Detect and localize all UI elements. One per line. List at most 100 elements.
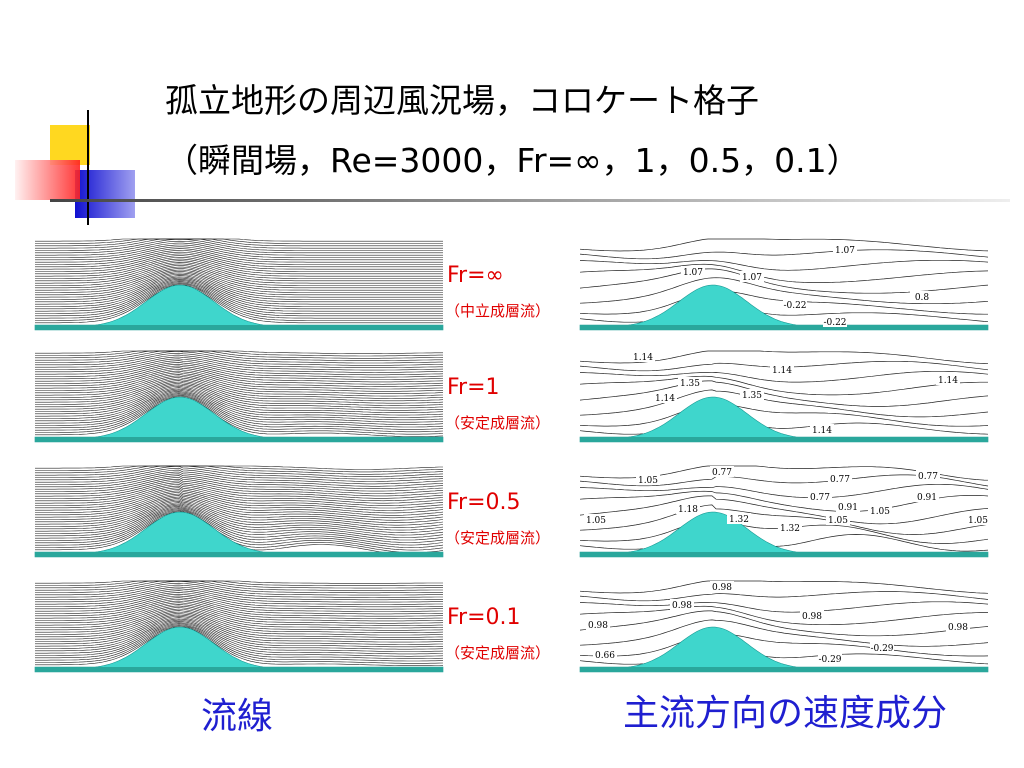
streamline [35,238,443,242]
contour-label-bg [936,374,960,385]
contour-label: 1.07 [742,273,762,283]
streamline [35,283,443,319]
streamline [35,367,444,385]
contour-label: 1.05 [586,516,606,526]
streamline [35,502,444,533]
streamline [35,392,444,425]
contour-label: 0.98 [802,612,822,622]
contour-line [579,580,989,594]
contour-label-bg [740,389,764,400]
contour-label: 1.35 [742,391,762,401]
contour-label-bg [800,610,824,621]
streamline [35,273,443,300]
streamline [35,350,443,364]
streamline [35,580,443,594]
streamline [35,500,444,531]
streamline [35,607,444,629]
panel [35,238,443,330]
streamline [35,586,443,601]
streamline [35,623,444,657]
contour-label: 0.98 [712,583,732,593]
streamline [35,377,444,399]
streamline [35,477,444,494]
panels: Fr=∞ （中立成層流） 1.07 1.07 1.07 -0.22 0.8 -0.22 Fr=1… [34,238,990,673]
contour-line [579,389,989,418]
contour-label-bg [676,503,700,514]
contour-label-bg [916,470,940,481]
contour-label: 1.07 [835,246,855,256]
contour-label: 0.77 [918,472,938,482]
streamline [35,352,444,366]
contour-label-bg [586,619,610,630]
streamline [35,358,444,373]
streamline [35,266,443,289]
streamline [35,580,443,591]
streamline [35,622,443,655]
contour-label: 0.98 [672,601,692,611]
streamline [35,244,443,258]
contour-label: 1.14 [633,353,653,363]
contour-label: 0.91 [838,503,858,513]
streamline [35,251,443,268]
contour-label-bg [681,266,705,277]
contour-label-bg [870,642,894,653]
streamline [35,600,444,619]
streamline [35,478,444,497]
streamline [35,471,444,487]
streamline [35,383,444,409]
streamline [35,384,444,411]
contour-label-bg [770,364,794,375]
streamline [35,360,444,376]
contour-line [579,619,989,647]
streamline [35,465,444,473]
streamline [35,493,444,519]
contour-label: 1.32 [729,515,749,525]
streamline [35,509,444,548]
streamline [35,611,444,636]
contour-label-bg [636,474,660,485]
deco-line [50,199,1010,202]
streamline [35,285,443,324]
contour-label: 1.14 [772,366,792,376]
streamline [35,615,444,643]
contour-label: 0.91 [917,493,937,503]
streamline [35,619,444,650]
contour-line [579,375,988,396]
contour-label-bg [826,514,850,525]
contour-label: 1.07 [683,268,703,278]
contour-label-bg [783,299,807,310]
row-note: （安定成層流） [445,644,550,662]
streamline [35,510,444,551]
contour-label: 1.05 [828,516,848,526]
ground [35,325,443,330]
streamline [35,272,443,298]
streamline [35,485,444,506]
streamline [35,248,443,263]
streamline [35,350,444,359]
streamline [35,582,444,596]
streamline [35,605,443,626]
streamline [35,390,444,423]
contour-label: 0.8 [915,293,930,303]
contour-label: 0.98 [588,621,608,631]
streamline [35,507,444,543]
deco-square [75,170,135,218]
contour-label-bg [653,392,677,403]
streamline [35,597,444,615]
caption: 流線 [201,696,273,737]
contour-label: 1.05 [870,507,890,517]
streamline [35,610,444,633]
streamline [35,624,444,659]
streamline [35,372,444,392]
streamline [35,257,443,275]
streamline [35,238,443,251]
streamline [35,375,444,397]
streamline [35,363,444,380]
streamline [35,269,443,293]
streamline [35,268,443,291]
streamline [35,276,443,305]
contour-line [579,591,989,602]
streamline [35,238,443,244]
contour-label: 1.14 [655,394,675,404]
